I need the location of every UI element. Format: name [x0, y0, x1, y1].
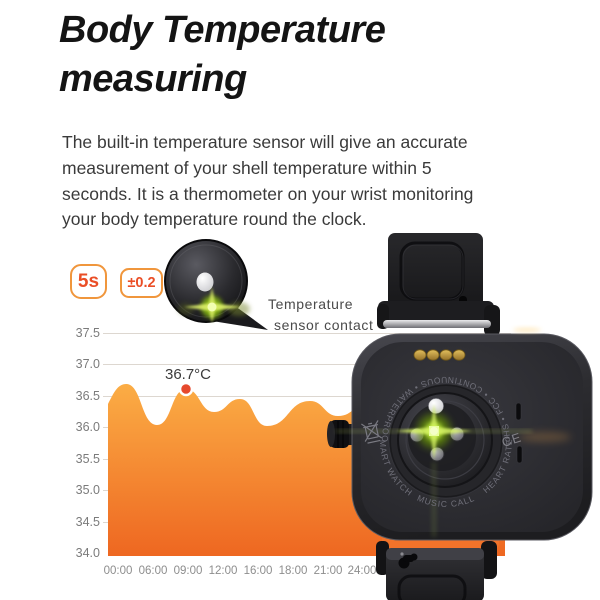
lug-right: [484, 305, 500, 336]
gridline: [103, 364, 511, 365]
y-axis-tick: 34.5: [75, 515, 100, 529]
y-axis-tick: 35.5: [75, 452, 100, 466]
peak-value-label: 36.7°C: [164, 366, 212, 383]
bubble-green-led-glow: [178, 287, 250, 323]
description-text: The built-in temperature sensor will giv…: [62, 130, 562, 233]
bubble-white-sensor-dot: [196, 272, 214, 292]
gridline: [103, 396, 511, 397]
sensor-zoom-bubble: [164, 239, 268, 330]
spring-bar: [383, 320, 491, 328]
bubble-rim-highlight: [169, 244, 243, 318]
description-line: measurement of your shell temperature wi…: [62, 157, 432, 178]
warm-glow-top: [513, 328, 541, 332]
page-title: Body Temperature measuring: [59, 6, 386, 104]
x-axis-tick: 00:00: [103, 565, 133, 577]
x-axis-tick: 24:00: [347, 565, 377, 577]
sensor-callout-label-line2: sensor contact: [274, 317, 374, 333]
speaker-slot-top: [515, 402, 522, 421]
warm-glow-right: [519, 432, 571, 442]
y-axis-tick: 34.0: [75, 546, 100, 560]
sensor-inner-ring: [405, 400, 485, 480]
ce-mark: CE: [500, 429, 524, 449]
speed-badge: 5s: [70, 264, 107, 299]
sensor-callout-label-line1: Temperature: [268, 296, 354, 312]
lug-bottom-left: [376, 541, 389, 575]
y-axis-tick: 37.5: [75, 326, 100, 340]
weee-crossed-bin-icon: [361, 420, 383, 444]
sensor-ring-highlight: [388, 383, 504, 499]
photodiode-bottom: [429, 446, 445, 462]
peak-marker-dot: [178, 381, 194, 397]
description-line: your body temperature round the clock.: [62, 209, 367, 230]
watch-strap-bottom: [376, 541, 497, 600]
title-line-2: measuring: [59, 58, 247, 100]
x-axis-tick: 18:00: [278, 565, 308, 577]
x-axis-tick: 16:00: [243, 565, 273, 577]
lug-bottom-right: [481, 541, 497, 579]
green-led-glow: [336, 404, 532, 537]
watch-strap-top: [377, 233, 500, 336]
accuracy-badge: ±0.2: [120, 268, 163, 298]
y-axis-tick: 36.0: [75, 420, 100, 434]
speaker-slot-bottom: [516, 445, 523, 464]
y-axis-tick: 35.0: [75, 483, 100, 497]
description-line: The built-in temperature sensor will giv…: [62, 132, 468, 152]
gridline: [103, 333, 511, 334]
engraving-top-arc: RoHS • FCC • CONTINUOUS • WATERPROOF: [0, 0, 511, 443]
y-axis-tick: 37.0: [75, 357, 100, 371]
description-line: seconds. It is a thermometer on your wri…: [62, 183, 474, 204]
charging-pins: [413, 349, 466, 361]
title-line-1: Body Temperature: [59, 9, 386, 51]
x-axis-tick: 12:00: [208, 565, 238, 577]
proximity-sensor-dot: [428, 398, 444, 414]
y-axis-tick: 36.5: [75, 389, 100, 403]
strap-pin-slot-bottom: [398, 552, 418, 569]
x-axis-tick: 06:00: [138, 565, 168, 577]
x-axis-tick: 09:00: [173, 565, 203, 577]
x-axis-tick: 21:00: [313, 565, 343, 577]
